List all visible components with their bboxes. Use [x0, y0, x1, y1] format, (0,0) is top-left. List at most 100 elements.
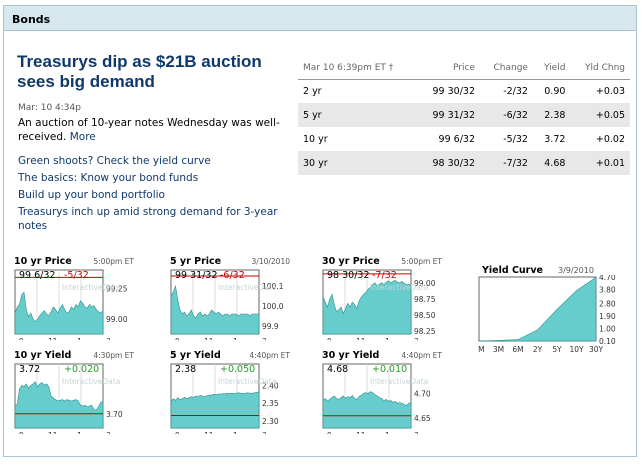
term-cell: 2 yr	[303, 85, 322, 97]
y-tick-label: 98.50	[414, 311, 436, 320]
x-tick-label: 3	[106, 337, 111, 340]
y-tick-label: 1.00	[599, 324, 616, 333]
related-link[interactable]: Build up your bond portfolio	[18, 189, 165, 201]
yield-cell: 3.72	[544, 133, 566, 145]
headline-link[interactable]: Treasurys dip as $21B auction sees big d…	[17, 52, 262, 91]
y-tick-label: 100.1	[262, 282, 284, 291]
chart-title: 10 yr Price	[14, 256, 72, 267]
related-links: Green shoots? Check the yield curve The …	[18, 154, 283, 236]
article-summary: An auction of 10-year notes Wednesday wa…	[18, 116, 283, 144]
y-tick-label: 4.70	[599, 275, 616, 282]
table-row: 2 yr 99 30/32 -2/32 0.90 +0.03	[298, 79, 630, 103]
related-link[interactable]: Green shoots? Check the yield curve	[18, 155, 211, 167]
chart-title: 30 yr Yield	[322, 350, 380, 361]
series-area	[170, 392, 260, 429]
term-cell: 10 yr	[303, 133, 328, 145]
y-tick-label: 98.75	[414, 295, 436, 304]
chart-time: 4:40pm ET	[401, 351, 442, 360]
x-tick-label: 11	[356, 431, 366, 434]
y-tick-label: 3.70	[106, 410, 123, 419]
chart-change: +0.010	[372, 364, 408, 375]
watermark: InteractiveData	[370, 283, 429, 292]
table-row: 10 yr 99 6/32 -5/32 3.72 +0.02	[298, 127, 630, 151]
price-header: Price	[417, 58, 480, 80]
chart-title: 30 yr Price	[322, 256, 380, 267]
watermark: InteractiveData	[62, 283, 121, 292]
chart-5yr-price[interactable]: 5 yr Price 3/10/2010 100.1100.099.991113…	[170, 256, 290, 346]
y-tick-label: 98.25	[414, 327, 436, 336]
chart-change: -7/32	[372, 270, 397, 281]
yield-change-cell: +0.02	[595, 133, 625, 145]
chart-change: -6/32	[220, 270, 245, 281]
x-tick-label: 9	[327, 431, 332, 434]
related-link[interactable]: The basics: Know your bond funds	[18, 172, 199, 184]
related-link[interactable]: Treasurys inch up amid strong demand for…	[18, 206, 278, 232]
chart-plot: 3.7091113	[14, 363, 123, 434]
chart-yield-curve[interactable]: Yield Curve 3/9/2010 4.70 3.80 2.80 1.90 1.0…	[478, 265, 633, 355]
chart-10yr-yield[interactable]: 10 yr Yield 4:30pm ET 3.7091113 3.72 +0.…	[14, 350, 134, 440]
chart-time: 5:00pm ET	[401, 257, 442, 266]
chart-30yr-yield[interactable]: 30 yr Yield 4:40pm ET 4.704.6591113 4.68…	[322, 350, 442, 440]
price-cell: 99 31/32	[417, 103, 480, 127]
series-area	[478, 276, 597, 342]
watermark: InteractiveData	[218, 377, 277, 386]
section-title: Bonds	[4, 6, 636, 31]
y-tick-label: 99.25	[106, 284, 128, 293]
x-tick-label: 6M	[512, 345, 523, 354]
chart-plot: 4.704.6591113	[322, 363, 431, 434]
chart-value: 2.38	[175, 364, 197, 375]
x-tick-label: 10Y	[569, 345, 584, 354]
chart-change: -5/32	[64, 270, 89, 281]
chart-value: 98 30/32	[327, 270, 370, 281]
x-tick-label: 3M	[493, 345, 504, 354]
change-cell: -6/32	[480, 103, 533, 127]
yield-header: Yield	[532, 58, 571, 80]
chart-date: 3/9/2010	[558, 266, 594, 275]
chart-5yr-yield[interactable]: 5 yr Yield 4:40pm ET 2.402.352.3091113 2…	[170, 350, 290, 440]
change-header: Change	[480, 58, 533, 80]
y-tick-label: 2.30	[262, 417, 279, 426]
x-tick-label: 3	[414, 431, 419, 434]
x-tick-label: 5Y	[552, 345, 562, 354]
x-tick-label: 1	[385, 337, 390, 340]
chart-plot: 2.402.352.3091113	[170, 363, 279, 434]
y-tick-label: 100.0	[262, 302, 284, 311]
x-tick-label: 1	[385, 431, 390, 434]
yield-change-cell: +0.01	[570, 151, 630, 175]
x-tick-label: 3	[262, 431, 267, 434]
x-tick-label: 1	[77, 337, 82, 340]
y-tick-label: 2.80	[599, 299, 616, 308]
table-row: 5 yr 99 31/32 -6/32 2.38 +0.05	[298, 103, 630, 127]
x-tick-label: 11	[204, 431, 214, 434]
more-link[interactable]: More	[69, 131, 96, 143]
asof-header: Mar 10 6:39pm ET †	[298, 58, 418, 80]
x-tick-label: 9	[175, 337, 180, 340]
x-tick-label: 9	[175, 431, 180, 434]
watermark: InteractiveData	[370, 377, 429, 386]
series-area	[170, 284, 260, 335]
y-tick-label: 2.35	[262, 399, 279, 408]
x-tick-label: 9	[19, 431, 24, 434]
chart-change: +0.050	[220, 364, 256, 375]
yield-change-cell: +0.03	[595, 85, 625, 97]
chart-value: 3.72	[19, 364, 41, 375]
table-header-row: Mar 10 6:39pm ET † Price Change Yield Yl…	[298, 58, 630, 80]
chart-30yr-price[interactable]: 30 yr Price 5:00pm ET 99.00 98.75 98.50 98.…	[322, 256, 442, 346]
table-row: 30 yr 98 30/32 -7/32 4.68 +0.01	[298, 151, 630, 175]
yield-change-header: Yld Chng	[570, 58, 630, 80]
chart-time: 3/10/2010	[251, 257, 290, 266]
y-tick-label: 4.70	[414, 390, 431, 399]
change-cell: -5/32	[503, 133, 528, 145]
yield-cell: 2.38	[532, 103, 571, 127]
article-timestamp: Mar: 10 4:34p	[18, 103, 81, 113]
series-area	[322, 391, 412, 429]
x-tick-label: 1	[233, 337, 238, 340]
y-tick-label: 99.00	[106, 315, 128, 324]
x-tick-label: 9	[327, 337, 332, 340]
x-tick-label: 30Y	[589, 345, 604, 354]
change-cell: -7/32	[480, 151, 533, 175]
